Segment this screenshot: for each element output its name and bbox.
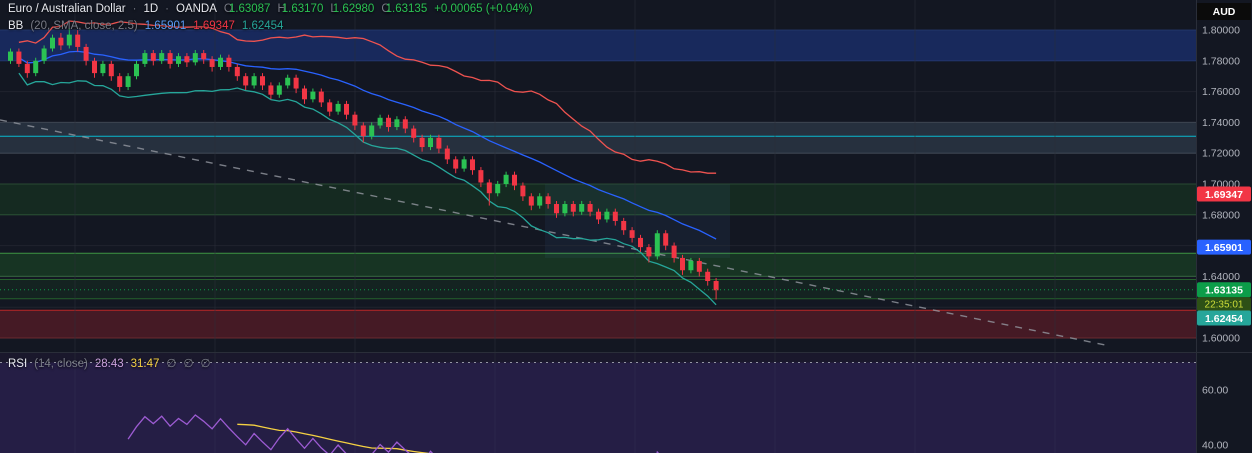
symbol-title[interactable]: Euro / Australian Dollar — [8, 3, 126, 15]
bb-basis-line — [18, 50, 717, 240]
rsi-pane[interactable] — [0, 362, 1196, 453]
low-value: 1.62980 — [332, 3, 375, 15]
price-badge: 1.69347 — [1197, 186, 1251, 202]
candles-series — [8, 28, 719, 300]
high-value: 1.63170 — [281, 3, 324, 15]
descending-trendline[interactable] — [0, 119, 1106, 346]
bb-lower-line — [18, 72, 717, 306]
svg-text:1.63135: 1.63135 — [1205, 285, 1243, 297]
rsi-axis-label: 40.00 — [1202, 440, 1228, 452]
svg-text:1.65901: 1.65901 — [1205, 242, 1243, 254]
exchange-label[interactable]: OANDA — [176, 3, 217, 15]
price-badge: 1.62454 — [1197, 310, 1251, 326]
rsi-params: (14, close) — [34, 358, 88, 370]
rsi-value: 28.43 — [94, 358, 124, 370]
bb-lower-value: 1.62454 — [241, 20, 284, 32]
bollinger-bands — [18, 20, 717, 306]
price-axis-label: 1.74000 — [1202, 117, 1240, 129]
bb-legend[interactable]: BB (20, SMA, close, 2.5) 1.65901 1.69347… — [8, 20, 283, 32]
rsi-ma-value: 31.47 — [130, 358, 160, 370]
rsi-title[interactable]: RSI — [8, 358, 28, 370]
svg-text:1.69347: 1.69347 — [1205, 189, 1243, 201]
svg-text:AUD: AUD — [1213, 6, 1236, 18]
rsi-ma-line — [237, 423, 432, 453]
price-axis[interactable]: 1.800001.780001.760001.740001.720001.700… — [1197, 25, 1251, 452]
bb-title[interactable]: BB — [8, 20, 24, 32]
interval-label[interactable]: 1D — [143, 3, 159, 15]
bb-params: (20, SMA, close, 2.5) — [30, 20, 138, 32]
rsi-hidden-value: ∅ — [200, 358, 211, 370]
open-value: 1.63087 — [228, 3, 271, 15]
rsi-legend[interactable]: RSI (14, close) 28.43 31.47 ∅ ∅ ∅ — [8, 356, 211, 370]
low-label: L — [330, 3, 337, 15]
close-label: C — [381, 3, 390, 15]
price-axis-label: 1.64000 — [1202, 271, 1240, 283]
legend-separator: · — [165, 3, 170, 15]
grid-lines — [0, 0, 1196, 453]
rsi-axis-label: 60.00 — [1202, 385, 1228, 397]
high-label: H — [277, 3, 286, 15]
bb-upper-line — [18, 20, 717, 174]
open-label: O — [223, 3, 233, 15]
bb-upper-value: 1.69347 — [193, 20, 235, 32]
price-axis-label: 1.72000 — [1202, 148, 1240, 160]
countdown-timer: 22:35:01 — [1205, 300, 1244, 311]
bb-basis-value: 1.65901 — [144, 20, 187, 32]
change-value: +0.00065 (+0.04%) — [434, 3, 533, 15]
rsi-line — [127, 414, 660, 453]
price-badge: 1.63135 22:35:01 — [1197, 282, 1251, 312]
svg-text:1.62454: 1.62454 — [1205, 313, 1243, 325]
price-axis-label: 1.78000 — [1202, 55, 1240, 67]
rsi-hidden-value: ∅ — [183, 358, 194, 370]
close-value: 1.63135 — [385, 3, 428, 15]
axis-currency-button[interactable]: AUD — [1197, 3, 1251, 20]
price-axis-label: 1.76000 — [1202, 86, 1240, 98]
legend-separator: · — [132, 3, 137, 15]
price-axis-label: 1.60000 — [1202, 333, 1240, 345]
symbol-legend[interactable]: Euro / Australian Dollar · 1D · OANDA O1… — [8, 3, 533, 15]
price-badge: 1.65901 — [1197, 239, 1251, 255]
price-axis-label: 1.68000 — [1202, 209, 1240, 221]
rsi-hidden-value: ∅ — [166, 358, 177, 370]
price-axis-label: 1.80000 — [1202, 25, 1240, 37]
price-zones — [0, 29, 1196, 339]
